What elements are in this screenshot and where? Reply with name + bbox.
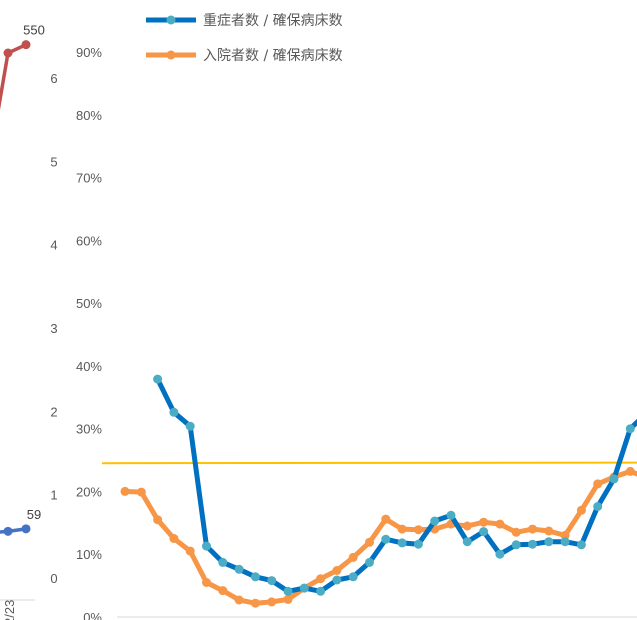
series-point-1: [576, 505, 586, 515]
series-line-1: [122, 468, 637, 606]
series-point-1: [479, 517, 489, 527]
left-y-tick-label: 6: [50, 71, 57, 86]
series-point-0: [462, 537, 472, 547]
left-series-point: [21, 40, 31, 50]
series-point-1: [202, 578, 211, 587]
left-y-tick-label: 5: [50, 154, 57, 169]
series-point-1: [169, 534, 179, 543]
series-point-1: [348, 552, 358, 562]
series-point-1: [332, 566, 342, 575]
left-x-axis: 2/23: [2, 600, 17, 620]
series-line-0: [155, 376, 637, 594]
series-point-0: [250, 572, 260, 582]
series-point-1: [495, 519, 505, 529]
left-x-tick-label: 2/23: [2, 600, 17, 620]
left-series-end-label: 550: [23, 23, 45, 38]
right-y-tick-label: 30%: [76, 422, 102, 437]
right-y-tick-label: 90%: [76, 45, 102, 60]
series-point-0: [560, 537, 570, 547]
series-point-0: [544, 537, 554, 547]
right-y-tick-label: 20%: [76, 484, 102, 499]
series-point-0: [365, 557, 374, 567]
legend-label: 入院者数 / 確保病床数: [203, 48, 343, 64]
series-point-0: [593, 502, 603, 511]
series-point-0: [153, 374, 163, 384]
series-point-1: [625, 466, 635, 476]
series-point-0: [576, 540, 586, 550]
series-point-1: [560, 530, 570, 540]
series-point-1: [120, 486, 130, 496]
series-point-1: [462, 521, 472, 531]
series-point-0: [299, 583, 309, 593]
series-point-1: [136, 487, 146, 497]
series-point-1: [528, 524, 537, 534]
right-y-tick-label: 70%: [76, 171, 102, 186]
series-point-0: [446, 510, 456, 520]
series-point-0: [316, 586, 326, 596]
series-point-0: [479, 527, 489, 537]
series-point-1: [365, 537, 374, 547]
left-y-tick-label: 0: [50, 571, 57, 586]
left-series-point: [3, 48, 13, 58]
left-y-axis: 0 1 2 3 4 5 6: [50, 71, 57, 586]
series-point-0: [397, 538, 407, 548]
series-point-1: [397, 524, 407, 534]
series-point-0: [495, 549, 505, 559]
left-partial-chart: 0 1 2 3 4 5 6 550 59 2/23: [0, 23, 58, 620]
series-point-1: [250, 598, 260, 608]
reference-line: [101, 461, 637, 465]
series-point-1: [185, 546, 195, 556]
right-y-axis: 0% 10% 20% 30% 40% 50% 60% 70% 80% 90%: [76, 45, 102, 620]
series-point-0: [625, 424, 635, 434]
left-y-tick-label: 2: [50, 404, 57, 419]
series-point-1: [153, 515, 163, 525]
series-point-0: [169, 407, 179, 417]
right-y-tick-label: 60%: [76, 233, 102, 248]
series-point-0: [528, 539, 537, 549]
left-series-point: [21, 524, 31, 534]
series-point-0: [609, 474, 619, 484]
left-y-tick-label: 3: [50, 321, 57, 336]
left-series-group: 550 59: [0, 23, 45, 536]
series-point-0: [234, 564, 244, 574]
series-point-0: [267, 576, 277, 586]
legend-label: 重症者数 / 確保病床数: [203, 13, 343, 29]
series-point-0: [511, 540, 521, 550]
series-point-0: [218, 557, 228, 567]
series-point-1: [544, 526, 554, 536]
series-point-1: [316, 574, 326, 584]
right-y-tick-label: 40%: [76, 359, 102, 374]
left-series-end-label: 59: [27, 507, 41, 522]
series-point-0: [381, 534, 391, 544]
right-y-tick-label: 80%: [76, 108, 102, 123]
series-point-0: [348, 572, 358, 582]
series-point-0: [332, 575, 342, 585]
series-point-1: [234, 595, 244, 605]
series-point-1: [511, 527, 521, 537]
left-y-tick-label: 4: [50, 238, 57, 253]
right-main-chart: 0% 10% 20% 30% 40% 50% 60% 70% 80% 90% 重症者数 / 確保病…: [76, 13, 637, 620]
series-point-0: [283, 586, 293, 596]
right-y-tick-label: 0%: [83, 610, 102, 620]
right-series-group: [120, 374, 637, 608]
right-y-tick-label: 50%: [76, 296, 102, 311]
series-point-1: [593, 479, 603, 489]
left-y-tick-label: 1: [50, 488, 57, 503]
series-point-0: [185, 421, 195, 431]
series-point-1: [381, 514, 391, 524]
series-point-1: [283, 594, 293, 604]
series-point-0: [413, 539, 423, 549]
series-point-0: [430, 516, 440, 526]
series-point-0: [202, 541, 211, 551]
series-point-1: [413, 525, 423, 535]
right-y-tick-label: 10%: [76, 547, 102, 562]
series-point-1: [218, 586, 228, 596]
legend-swatch-marker: [166, 15, 176, 25]
series-point-1: [267, 597, 277, 607]
legend-swatch-marker: [166, 50, 176, 60]
left-series-point: [3, 526, 13, 536]
